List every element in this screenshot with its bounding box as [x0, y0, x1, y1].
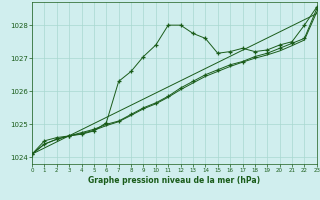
X-axis label: Graphe pression niveau de la mer (hPa): Graphe pression niveau de la mer (hPa): [88, 176, 260, 185]
